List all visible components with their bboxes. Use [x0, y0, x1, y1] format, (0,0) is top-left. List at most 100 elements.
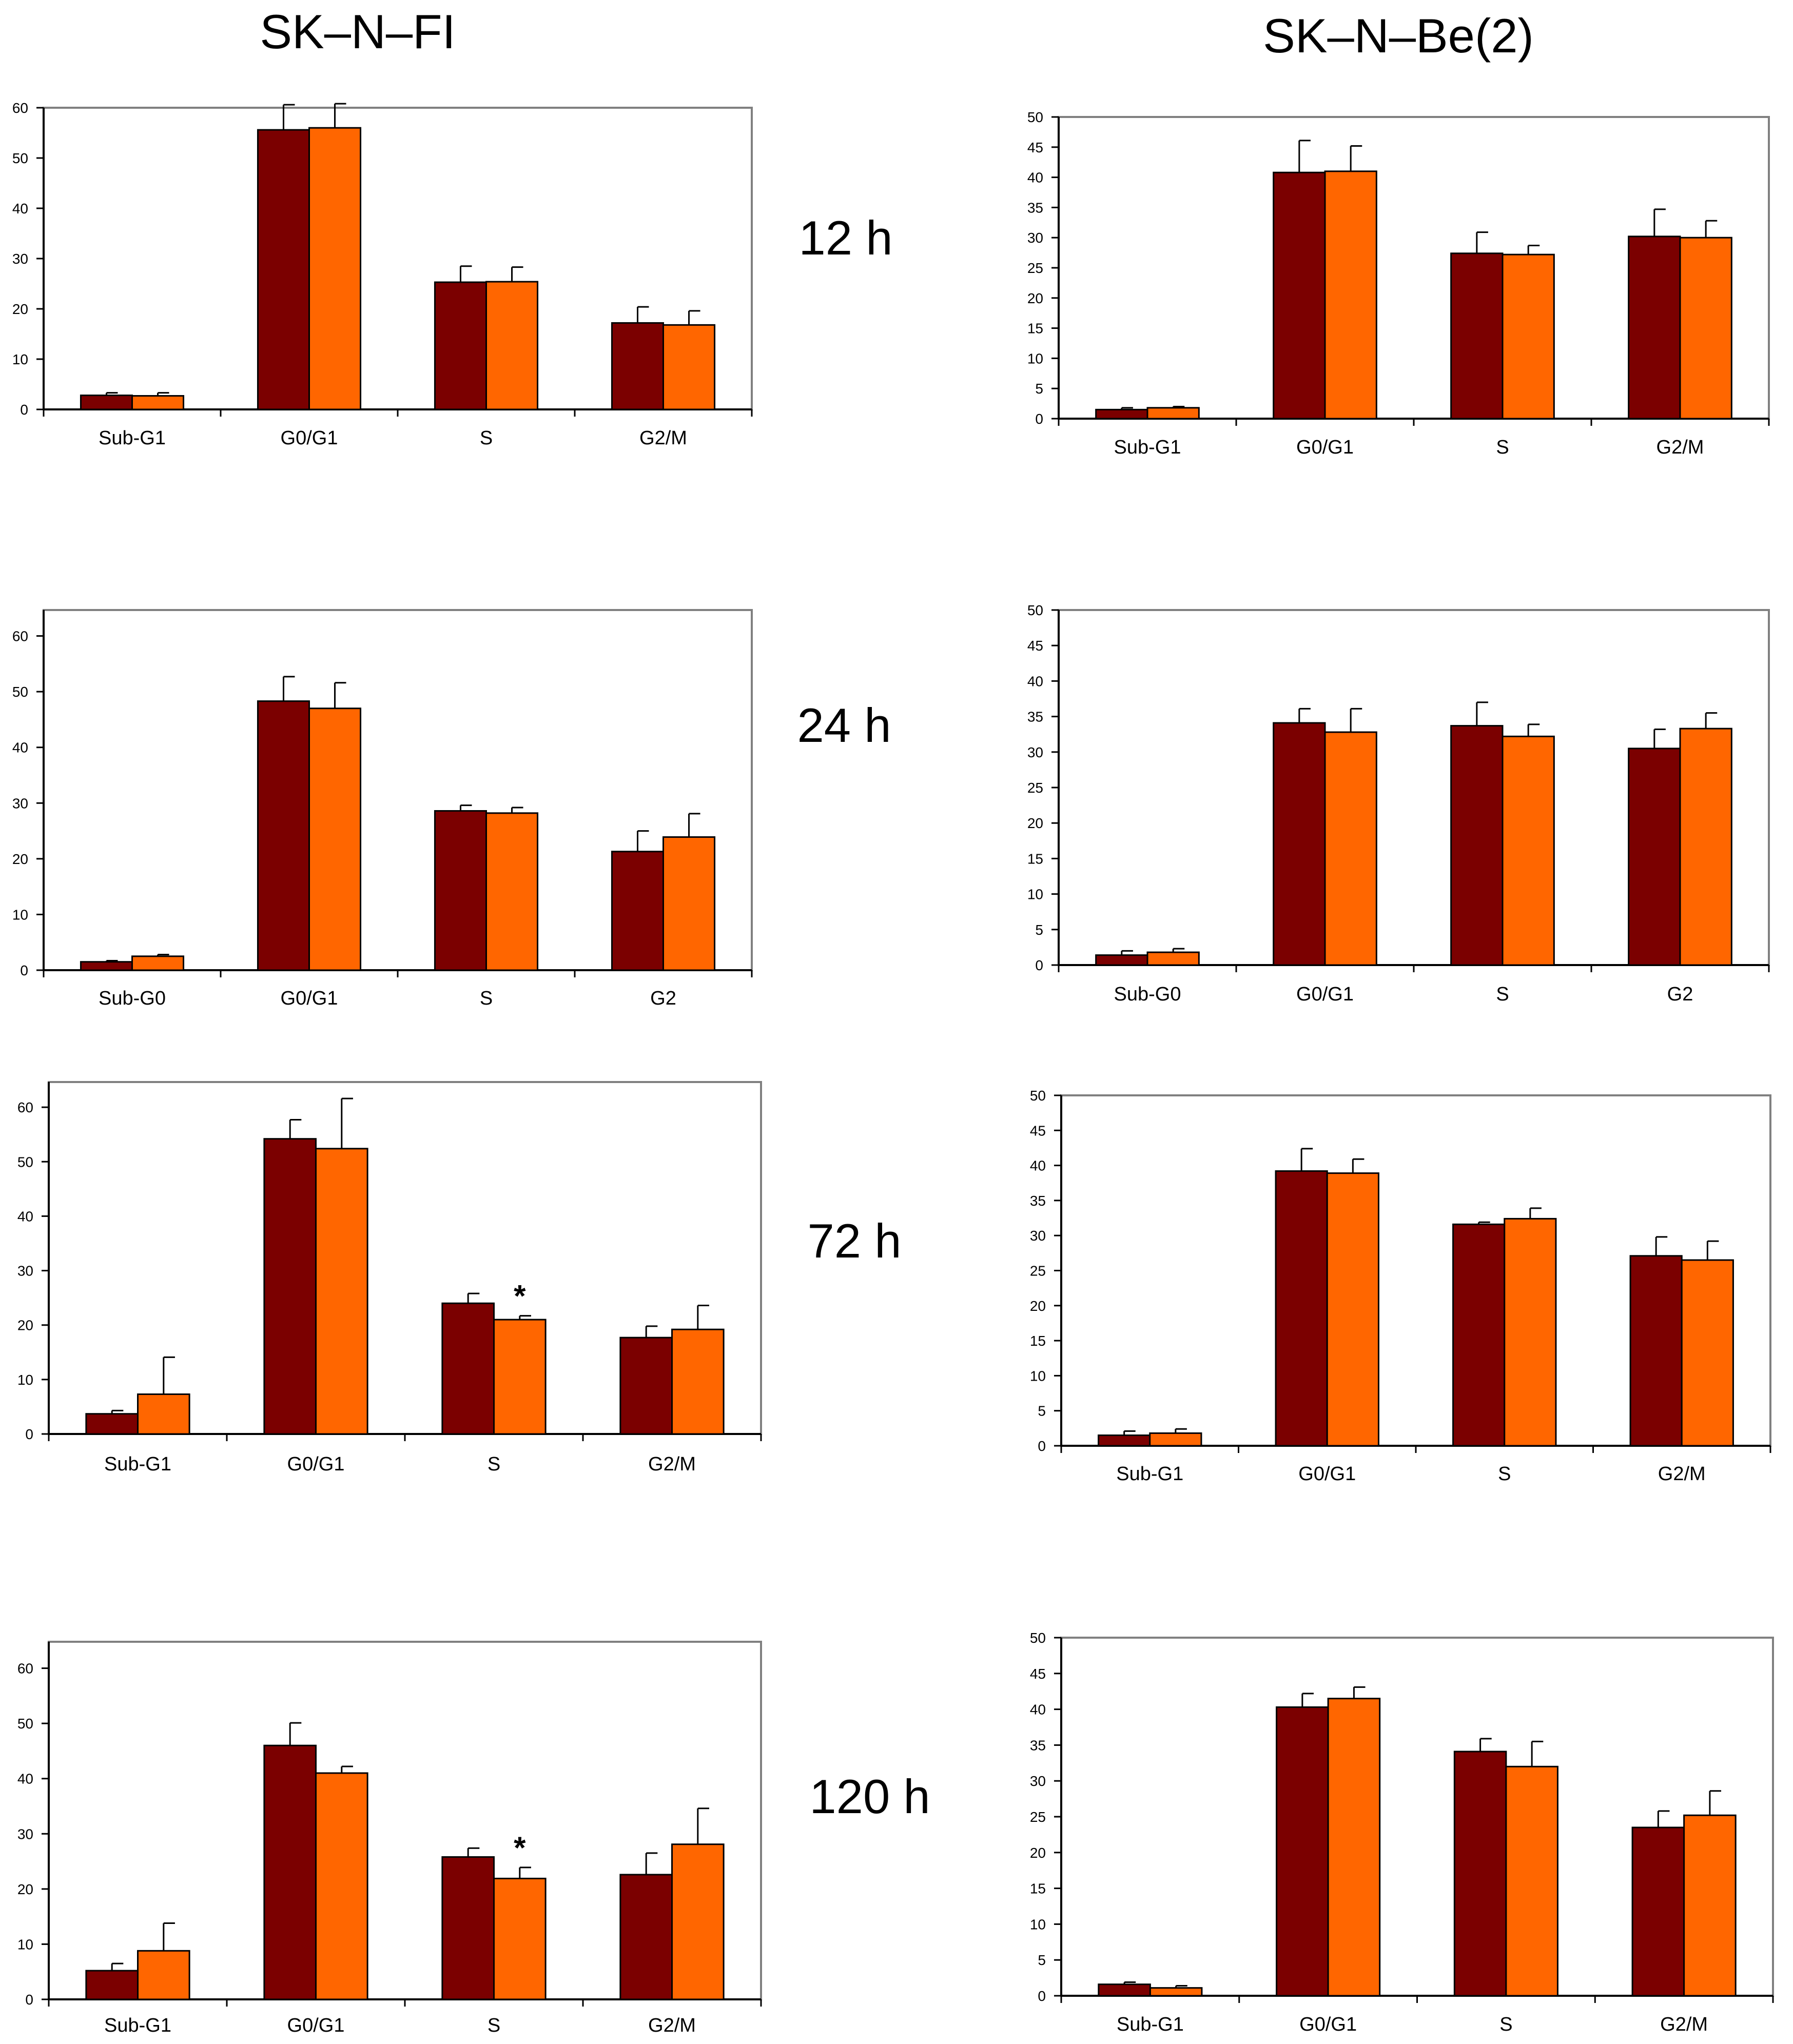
y-tick-label: 25: [1027, 260, 1043, 276]
x-category-label: G2: [650, 988, 676, 1009]
bar: [1453, 1751, 1507, 1997]
y-tick-label: 30: [1030, 1773, 1046, 1789]
x-category-label: S: [480, 988, 493, 1009]
bar: [1679, 728, 1732, 966]
bar: [611, 322, 664, 410]
y-tick-label: 10: [1030, 1916, 1046, 1932]
y-tick-label: 15: [1027, 321, 1043, 337]
x-category-label: S: [1496, 984, 1509, 1005]
significance-star: *: [514, 1831, 526, 1865]
y-tick-label: 35: [1027, 200, 1043, 215]
x-category-label: Sub-G1: [1116, 1463, 1183, 1485]
bar: [1276, 1706, 1329, 1997]
bar: [611, 851, 664, 971]
y-tick-label: 30: [1027, 230, 1043, 246]
bar: [671, 1843, 725, 2000]
y-tick-label: 10: [17, 1936, 33, 1952]
bar: [1326, 1172, 1379, 1447]
x-category-label: G2/M: [1658, 1463, 1706, 1485]
y-tick-label: 0: [1038, 1988, 1046, 2004]
bar: [308, 127, 362, 410]
x-category-label: Sub-G1: [104, 1453, 171, 1475]
bar: [85, 1970, 139, 2000]
bar: [1095, 954, 1148, 966]
bar: [1450, 725, 1504, 966]
bar: [434, 281, 488, 410]
y-tick-label: 40: [12, 201, 28, 217]
y-tick-label: 50: [17, 1154, 33, 1170]
bar: [1273, 722, 1326, 966]
bar: [80, 395, 133, 410]
column-title-right: SK–N–Be(2): [1263, 9, 1534, 63]
bar: [662, 324, 716, 410]
y-tick-label: 35: [1030, 1737, 1046, 1753]
y-tick-label: 20: [12, 851, 28, 867]
bar: [257, 700, 310, 971]
y-tick-label: 5: [1035, 922, 1043, 938]
x-category-label: Sub-G1: [104, 2015, 171, 2036]
y-tick-label: 30: [1030, 1228, 1046, 1244]
y-tick-label: 40: [1030, 1702, 1046, 1718]
y-tick-label: 15: [1030, 1333, 1046, 1349]
bar: [263, 1138, 317, 1435]
y-tick-label: 10: [12, 351, 28, 367]
bar: [80, 961, 133, 971]
y-tick-label: 10: [1027, 887, 1043, 902]
y-tick-label: 45: [1030, 1666, 1046, 1682]
x-category-label: S: [1496, 437, 1509, 458]
bar: [257, 129, 310, 410]
y-tick-label: 0: [20, 962, 28, 978]
x-category-label: G2/M: [648, 2015, 696, 2036]
y-tick-label: 20: [1027, 290, 1043, 306]
y-tick-label: 10: [12, 907, 28, 922]
bar: [1275, 1170, 1328, 1447]
bar: [85, 1413, 139, 1435]
bar: [1631, 1826, 1685, 1997]
significance-star: *: [514, 1279, 526, 1313]
x-category-label: G0/G1: [1299, 2014, 1357, 2035]
y-tick-label: 20: [1030, 1298, 1046, 1314]
y-tick-label: 30: [1027, 744, 1043, 760]
x-category-label: G2/M: [1660, 2014, 1708, 2035]
y-tick-label: 40: [1030, 1158, 1046, 1174]
bar: [671, 1328, 725, 1435]
y-tick-label: 10: [17, 1372, 33, 1388]
y-tick-label: 60: [17, 1099, 33, 1115]
x-category-label: G0/G1: [1298, 1463, 1356, 1485]
bar: [1095, 408, 1148, 420]
y-tick-label: 30: [17, 1826, 33, 1842]
x-category-label: G0/G1: [1296, 984, 1354, 1005]
y-tick-label: 0: [20, 402, 28, 418]
bar: [1629, 1255, 1683, 1447]
y-tick-label: 50: [1030, 1088, 1046, 1104]
bar: [493, 1319, 547, 1435]
y-tick-label: 0: [25, 1992, 33, 2008]
x-category-label: S: [480, 427, 493, 449]
x-category-label: Sub-G1: [1117, 2014, 1184, 2035]
y-tick-label: 50: [1027, 602, 1043, 618]
y-tick-label: 60: [17, 1661, 33, 1677]
x-category-label: G0/G1: [281, 988, 338, 1009]
y-tick-label: 0: [1035, 411, 1043, 427]
bar: [1098, 1434, 1151, 1447]
y-tick-label: 50: [12, 684, 28, 700]
bar: [1324, 731, 1377, 966]
time-label-120h: 120 h: [809, 1770, 930, 1823]
bar: [1628, 235, 1681, 420]
y-tick-label: 20: [1027, 815, 1043, 831]
bar: [1450, 252, 1504, 420]
x-category-label: G2/M: [648, 1453, 696, 1475]
bar: [441, 1302, 495, 1435]
y-tick-label: 25: [1027, 780, 1043, 796]
bar: [1502, 735, 1555, 966]
bar: [263, 1744, 317, 2000]
time-label-24h: 24 h: [797, 698, 891, 752]
y-tick-label: 30: [12, 795, 28, 811]
y-tick-label: 5: [1035, 381, 1043, 397]
y-tick-label: 15: [1030, 1881, 1046, 1897]
x-category-label: S: [488, 1453, 500, 1475]
y-tick-label: 40: [1027, 673, 1043, 689]
y-tick-label: 60: [12, 100, 28, 116]
bar: [1683, 1814, 1737, 1997]
bar: [1502, 253, 1555, 420]
